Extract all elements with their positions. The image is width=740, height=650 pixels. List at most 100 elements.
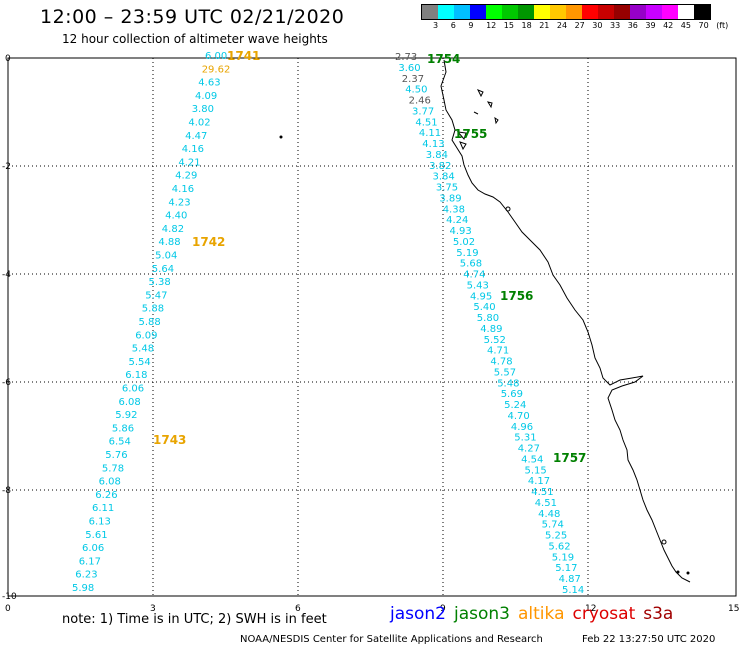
wave-height-label: 5.17 bbox=[555, 563, 577, 574]
colorbar-swatch bbox=[694, 5, 710, 19]
colorbar-ticks: 3 6 9 12 15 18 21 24 27 30 33 36 39 42 45 70 (ft) bbox=[421, 21, 740, 33]
axis-labels: 0 3 6 9 12 15 0 -2 -4 -6 -8 -10 bbox=[2, 54, 739, 614]
page-subtitle: 12 hour collection of altimeter wave hei… bbox=[62, 32, 328, 46]
pass-number-label: 1742 bbox=[192, 235, 225, 249]
colorbar-tick: 12 bbox=[486, 21, 497, 30]
wave-height-label: 4.87 bbox=[559, 574, 581, 585]
wave-height-label: 5.74 bbox=[542, 520, 564, 531]
wave-height-label: 5.14 bbox=[562, 585, 584, 596]
wave-height-label: 4.47 bbox=[185, 131, 207, 142]
wave-height-label: 5.57 bbox=[494, 367, 516, 378]
wave-height-label: 6.06 bbox=[122, 384, 144, 395]
colorbar-tick: 70 bbox=[698, 21, 709, 30]
colorbar-swatch bbox=[422, 5, 438, 19]
x-tick-label: 9 bbox=[440, 604, 446, 614]
island-dot bbox=[686, 571, 690, 575]
x-tick-label: 15 bbox=[728, 604, 739, 614]
wave-height-label: 2.73 bbox=[395, 52, 417, 63]
colorbar-tick: 33 bbox=[610, 21, 621, 30]
wave-height-label: 5.38 bbox=[149, 277, 171, 288]
satellite-legend: jason2 jason3 altika cryosat s3a bbox=[390, 604, 681, 624]
track-labels: 6.00 29.62 4.63 4.09 3.80 4.02 4.47 4.16 4.21 4.2… bbox=[72, 51, 584, 596]
wave-height-label: 4.89 bbox=[480, 324, 502, 335]
page-title: 12:00 – 23:59 UTC 02/21/2020 bbox=[40, 6, 345, 28]
pass-number-label: 1754 bbox=[427, 52, 460, 66]
wave-height-label: 6.18 bbox=[125, 370, 147, 381]
wave-height-label: 2.46 bbox=[409, 96, 431, 107]
coastline bbox=[440, 59, 691, 583]
wave-height-label: 4.24 bbox=[446, 215, 468, 226]
wave-height-label: 4.16 bbox=[172, 184, 194, 195]
wave-height-label: 5.24 bbox=[504, 400, 526, 411]
wave-height-label: 5.88 bbox=[139, 317, 161, 328]
wave-height-label: 5.98 bbox=[72, 583, 94, 594]
wave-height-label: 4.63 bbox=[198, 78, 220, 89]
colorbar-swatch bbox=[454, 5, 470, 19]
y-tick-label: 0 bbox=[5, 54, 11, 64]
wave-height-label: 5.25 bbox=[545, 531, 567, 542]
wave-height-label: 4.54 bbox=[521, 455, 543, 466]
wave-height-label: 4.11 bbox=[419, 128, 441, 139]
wave-height-label: 5.47 bbox=[145, 290, 167, 301]
colorbar-swatch bbox=[470, 5, 486, 19]
wave-height-label: 5.69 bbox=[501, 389, 523, 400]
wave-height-label: 5.52 bbox=[484, 335, 506, 346]
x-tick-label: 12 bbox=[585, 604, 596, 614]
wave-height-label: 6.26 bbox=[95, 490, 117, 501]
colorbar-swatch bbox=[566, 5, 582, 19]
wave-height-label: 5.92 bbox=[115, 410, 137, 421]
wave-height-label: 5.15 bbox=[525, 465, 547, 476]
island-dot bbox=[661, 539, 667, 545]
wave-height-label: 4.02 bbox=[188, 118, 210, 129]
wave-height-label: 4.82 bbox=[162, 224, 184, 235]
colorbar-swatch bbox=[662, 5, 678, 19]
colorbar-swatch bbox=[630, 5, 646, 19]
wave-height-label: 4.48 bbox=[538, 509, 560, 520]
wave-height-label: 4.40 bbox=[165, 211, 187, 222]
y-tick-label: -10 bbox=[2, 592, 17, 602]
wave-height-label: 5.68 bbox=[460, 259, 482, 270]
wave-height-label: 29.62 bbox=[202, 64, 231, 75]
colorbar-tick: 27 bbox=[574, 21, 585, 30]
wave-height-label: 6.23 bbox=[75, 570, 97, 581]
wave-height-label: 4.23 bbox=[168, 197, 190, 208]
wave-height-label: 4.51 bbox=[535, 498, 557, 509]
wave-height-label: 5.19 bbox=[552, 552, 574, 563]
colorbar-tick: 42 bbox=[663, 21, 674, 30]
wave-height-label: 3.80 bbox=[192, 104, 214, 115]
wave-height-label: 4.38 bbox=[443, 204, 465, 215]
wave-height-label: 5.19 bbox=[456, 248, 478, 259]
footer-note: note: 1) Time is in UTC; 2) SWH is in fe… bbox=[62, 612, 327, 627]
wave-height-label: 6.13 bbox=[89, 517, 111, 528]
wave-height-label: 6.06 bbox=[82, 543, 104, 554]
colorbar-legend bbox=[421, 4, 711, 20]
wave-height-label: 3.84 bbox=[433, 172, 455, 183]
colorbar-tick: 45 bbox=[680, 21, 691, 30]
wave-height-label: 6.17 bbox=[79, 556, 101, 567]
pass-number-label: 1756 bbox=[500, 289, 533, 303]
wave-height-label: 5.78 bbox=[102, 463, 124, 474]
wave-height-label: 4.51 bbox=[415, 117, 437, 128]
wave-height-label: 5.43 bbox=[467, 280, 489, 291]
wave-height-label: 4.96 bbox=[511, 422, 533, 433]
wave-height-label: 4.17 bbox=[528, 476, 550, 487]
colorbar-swatch bbox=[518, 5, 534, 19]
colorbar-tick: 9 bbox=[468, 21, 474, 30]
x-tick-label: 0 bbox=[5, 604, 11, 614]
colorbar-swatch bbox=[534, 5, 550, 19]
wave-height-label: 3.89 bbox=[439, 193, 461, 204]
wave-height-label: 4.13 bbox=[422, 139, 444, 150]
island-dot bbox=[505, 206, 511, 212]
island-dot bbox=[279, 135, 283, 139]
wave-height-label: 3.60 bbox=[398, 63, 420, 74]
wave-height-label: 5.04 bbox=[155, 251, 177, 262]
wave-height-label: 3.75 bbox=[436, 183, 458, 194]
colorbar-tick: 39 bbox=[645, 21, 656, 30]
island-shape bbox=[456, 89, 499, 151]
colorbar-swatch bbox=[598, 5, 614, 19]
y-tick-label: -8 bbox=[2, 486, 11, 496]
pass-number-label: 1755 bbox=[454, 127, 487, 141]
colorbar-tick: 24 bbox=[556, 21, 568, 30]
island-dot bbox=[676, 570, 680, 574]
